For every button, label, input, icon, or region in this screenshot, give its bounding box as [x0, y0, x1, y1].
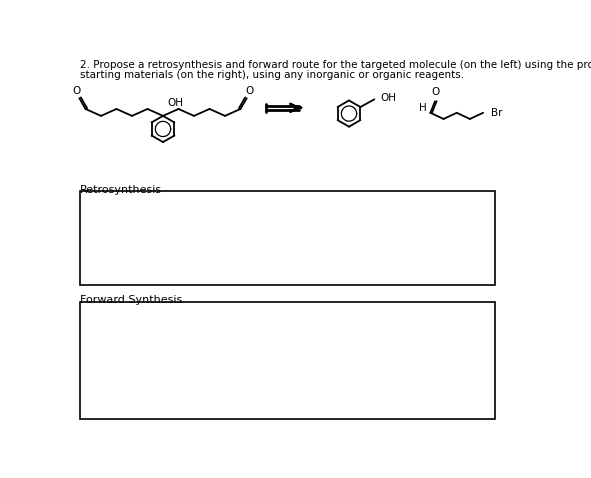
Text: OH: OH [381, 93, 397, 103]
Text: O: O [245, 86, 253, 96]
Text: 2. Propose a retrosynthesis and forward route for the targeted molecule (on the : 2. Propose a retrosynthesis and forward … [80, 60, 591, 70]
Text: Br: Br [491, 108, 502, 118]
Bar [80, 302, 495, 419]
Text: Forward Synthesis: Forward Synthesis [80, 294, 183, 304]
Bar [80, 191, 495, 284]
Text: Retrosynthesis: Retrosynthesis [80, 185, 162, 195]
Text: starting materials (on the right), using any inorganic or organic reagents.: starting materials (on the right), using… [80, 70, 464, 80]
Text: O: O [431, 87, 440, 98]
Text: H: H [419, 103, 427, 113]
Text: OH: OH [167, 98, 183, 108]
Text: O: O [73, 86, 81, 96]
